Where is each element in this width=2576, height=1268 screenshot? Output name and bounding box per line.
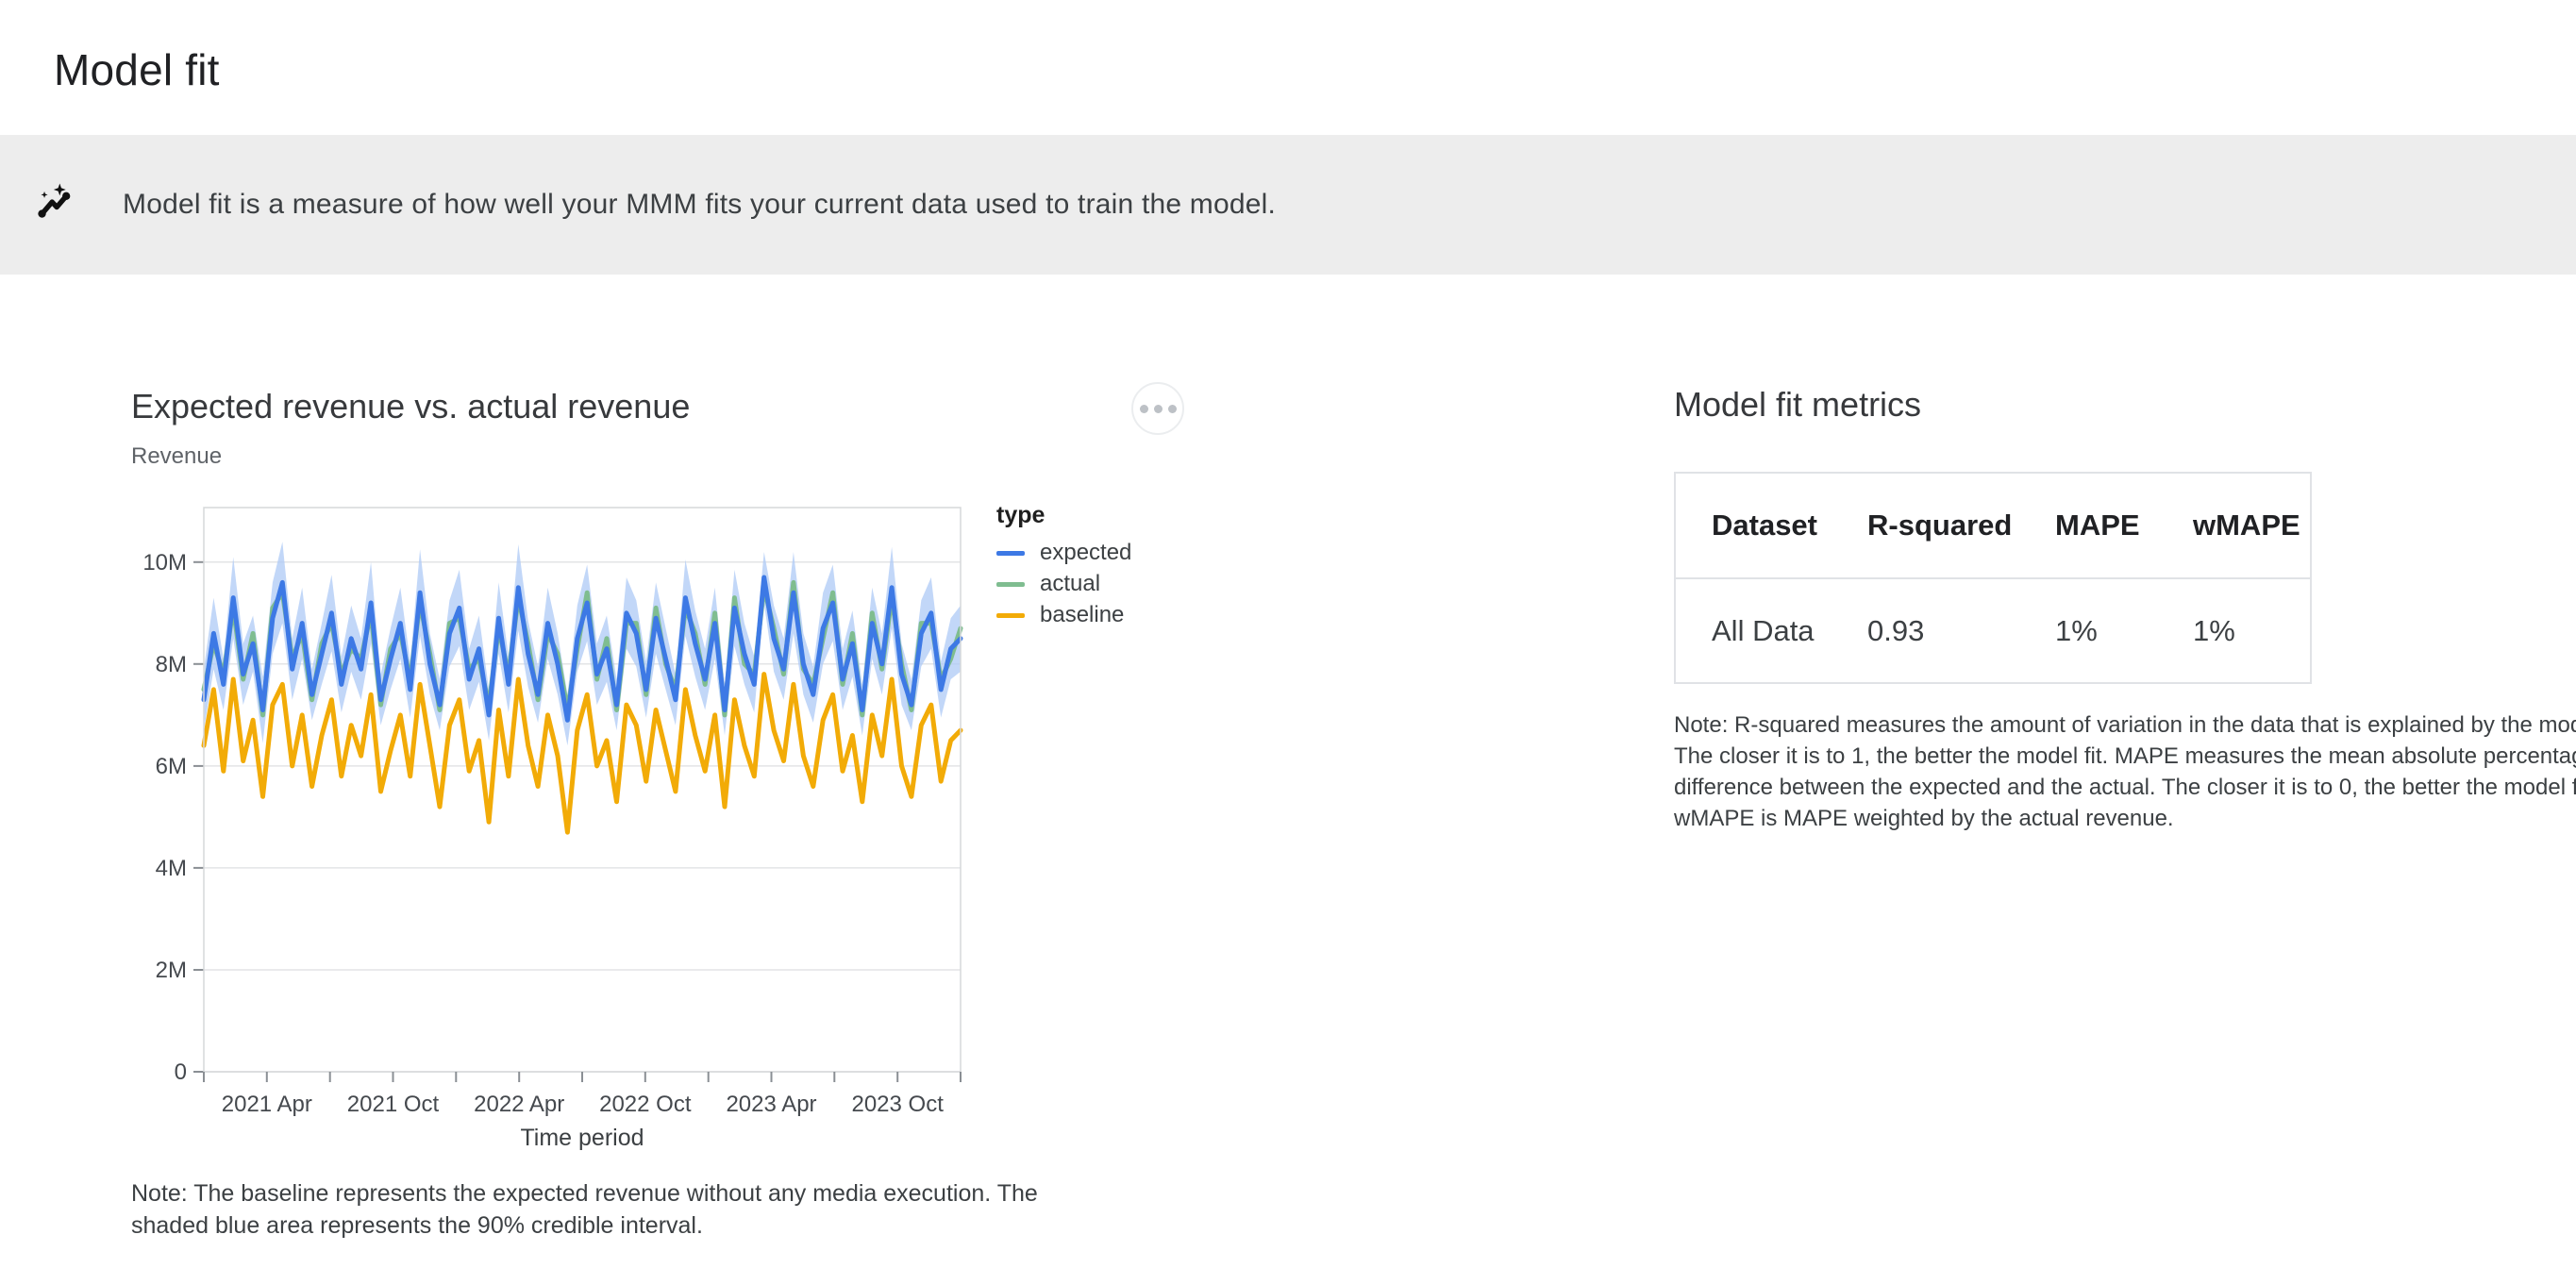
x-tick-label: 2022 Apr xyxy=(474,1092,564,1117)
info-banner: Model fit is a measure of how well your … xyxy=(0,135,2576,275)
column-header-mape: MAPE xyxy=(2055,509,2140,542)
x-tick-label: 2021 Oct xyxy=(347,1092,440,1117)
cell-mape: 1% xyxy=(2055,613,2098,647)
metrics-panel-title: Model fit metrics xyxy=(1674,385,1922,424)
chart-legend: type expected actual baseline xyxy=(996,502,1131,634)
metrics-note: Note: R-squared measures the amount of v… xyxy=(1674,712,2576,831)
chart-note: Note: The baseline represents the expect… xyxy=(131,1180,1038,1239)
actual-line-swatch xyxy=(996,581,1025,587)
x-tick-label: 2023 Apr xyxy=(726,1092,816,1117)
banner-text: Model fit is a measure of how well your … xyxy=(123,189,1277,220)
legend-item-actual: actual xyxy=(996,571,1131,596)
y-tick-label: 0 xyxy=(175,1059,187,1085)
metrics-table: Dataset R-squared MAPE wMAPE All Data 0.… xyxy=(1674,472,2312,684)
chart-y-axis-title: Revenue xyxy=(131,443,223,469)
cell-wmape: 1% xyxy=(2193,613,2235,647)
page-title: Model fit xyxy=(54,44,220,94)
column-header-wmape: wMAPE xyxy=(2193,509,2300,542)
column-header-dataset: Dataset xyxy=(1712,509,1817,542)
baseline-line-swatch xyxy=(996,612,1025,618)
expected-line xyxy=(201,575,963,723)
chart-more-options-button[interactable] xyxy=(1131,382,1184,435)
dot-icon xyxy=(1139,404,1148,413)
dot-icon xyxy=(1167,404,1177,413)
y-tick-label: 2M xyxy=(156,958,187,983)
x-tick-label: 2022 Oct xyxy=(599,1092,692,1117)
table-row: All Data 0.93 1% 1% xyxy=(1676,579,2310,682)
y-tick-label: 10M xyxy=(142,550,187,576)
legend-title: type xyxy=(996,502,1045,528)
cell-dataset: All Data xyxy=(1712,613,1815,647)
y-tick-label: 4M xyxy=(156,856,187,881)
column-header-r-squared: R-squared xyxy=(1867,509,2013,542)
legend-item-baseline: baseline xyxy=(996,602,1131,627)
y-tick-label: 6M xyxy=(156,754,187,779)
baseline-line xyxy=(201,672,963,835)
expected-vs-actual-revenue-chart: 0 2M 4M 6M 8M 10M 2021 Apr 2021 Oct 2022 Apr 2022… xyxy=(142,507,963,1151)
cell-r-squared: 0.93 xyxy=(1867,613,1925,647)
legend-item-expected: expected xyxy=(996,540,1131,565)
x-tick-label: 2021 Apr xyxy=(222,1092,312,1117)
y-tick-label: 8M xyxy=(156,652,187,677)
chart-title: Expected revenue vs. actual revenue xyxy=(131,387,691,425)
table-header-row: Dataset R-squared MAPE wMAPE xyxy=(1676,474,2310,579)
expected-line-swatch xyxy=(996,550,1025,556)
x-tick-label: 2023 Oct xyxy=(851,1092,944,1117)
x-axis-title: Time period xyxy=(520,1125,644,1151)
dot-icon xyxy=(1153,404,1163,413)
model-insights-sparkle-icon xyxy=(38,183,71,218)
credible-interval-band xyxy=(204,542,961,746)
